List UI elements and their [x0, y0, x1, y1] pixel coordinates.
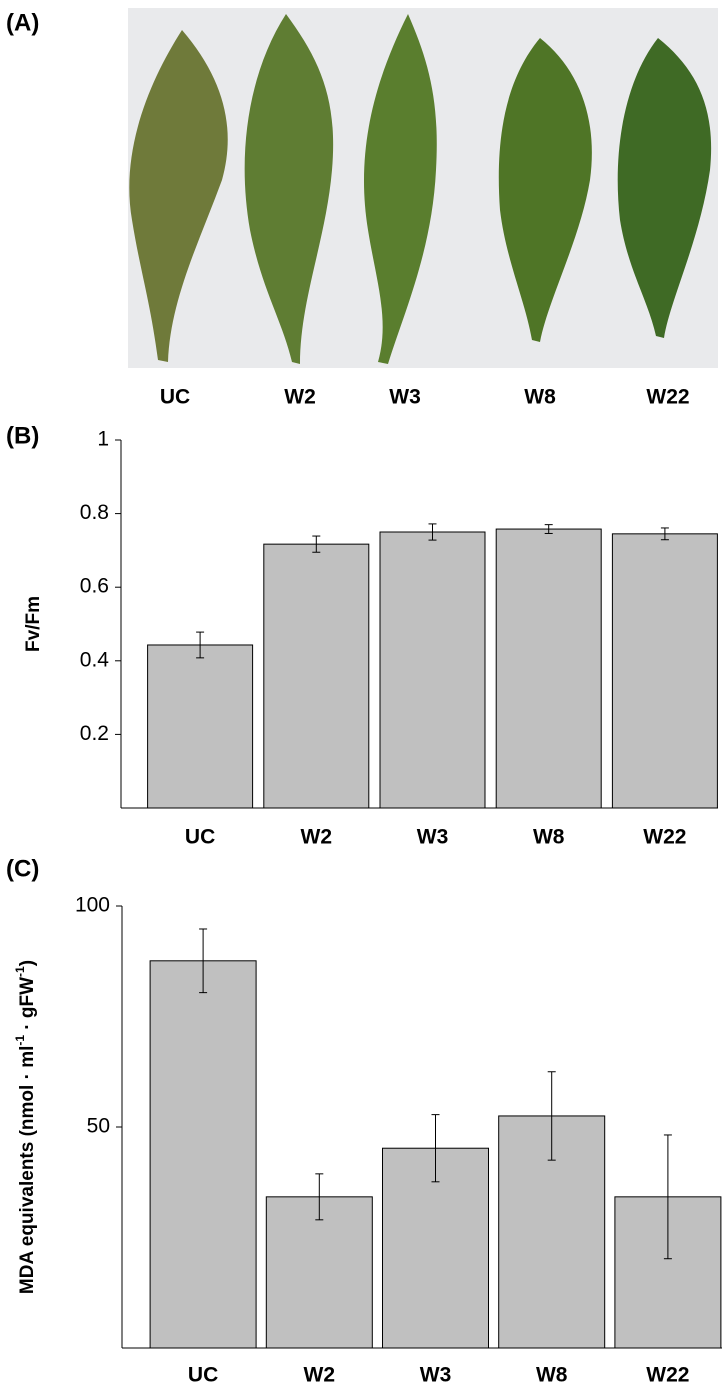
- y-tick-label: 1: [97, 428, 109, 451]
- error-bar: [312, 535, 321, 553]
- error-bar: [544, 524, 553, 534]
- leaf-label: W8: [524, 386, 556, 409]
- error-bar: [663, 1134, 672, 1260]
- x-tick-label: W2: [304, 1364, 336, 1387]
- x-tick-label: W2: [301, 826, 333, 849]
- x-tick-label: W8: [533, 826, 565, 849]
- error-bar: [428, 523, 437, 541]
- leaf: [129, 30, 228, 362]
- y-tick-label: 0.8: [80, 501, 109, 524]
- bar: [379, 531, 486, 809]
- leaf: [617, 38, 712, 338]
- panel-label: (B): [6, 422, 39, 449]
- x-tick-label: W22: [646, 1364, 689, 1387]
- x-tick-label: UC: [188, 1364, 218, 1387]
- x-tick-label: W3: [420, 1364, 452, 1387]
- x-tick-label: W8: [536, 1364, 568, 1387]
- y-axis-label-part: MDA equivalents (nmol · ml: [17, 1046, 38, 1294]
- y-tick-label: 100: [75, 894, 110, 917]
- x-tick-label: UC: [185, 826, 215, 849]
- error-bar: [431, 1114, 440, 1183]
- bar: [147, 644, 254, 809]
- x-tick-label: W3: [417, 826, 449, 849]
- leaf-photo: [128, 8, 718, 368]
- y-axis-label-part: · gFW: [17, 977, 38, 1035]
- bar: [611, 533, 718, 809]
- bar: [263, 543, 370, 809]
- error-bar: [660, 527, 669, 541]
- panel-label: (C): [6, 855, 39, 882]
- y-tick-label: 0.6: [80, 575, 109, 598]
- bar: [265, 1196, 373, 1349]
- leaf: [498, 38, 592, 342]
- y-tick-label: 50: [87, 1115, 110, 1138]
- panel-label: (A): [6, 9, 39, 36]
- error-bar: [315, 1173, 324, 1221]
- leaf: [244, 14, 334, 364]
- y-tick-label: 0.4: [80, 648, 110, 671]
- bar: [495, 528, 602, 809]
- y-axis-label: Fv/Fm: [23, 596, 44, 652]
- bar: [149, 960, 257, 1349]
- y-axis-label-part: ): [17, 960, 38, 966]
- y-axis-label-part: -1: [13, 1035, 27, 1046]
- y-axis-label-part: Fv/Fm: [23, 596, 44, 652]
- y-tick-label: 0.2: [80, 722, 109, 745]
- leaf: [363, 14, 437, 364]
- error-bar: [199, 928, 208, 994]
- error-bar: [196, 631, 205, 659]
- y-axis-label-part: -1: [13, 966, 27, 977]
- error-bar: [547, 1071, 556, 1161]
- leaf-label: W22: [646, 386, 689, 409]
- x-tick-label: W22: [643, 826, 686, 849]
- y-axis-label: MDA equivalents (nmol · ml-1 · gFW-1): [13, 960, 38, 1294]
- leaf-label: W2: [284, 386, 316, 409]
- leaf-label: W3: [389, 386, 421, 409]
- leaf-label: UC: [160, 386, 190, 409]
